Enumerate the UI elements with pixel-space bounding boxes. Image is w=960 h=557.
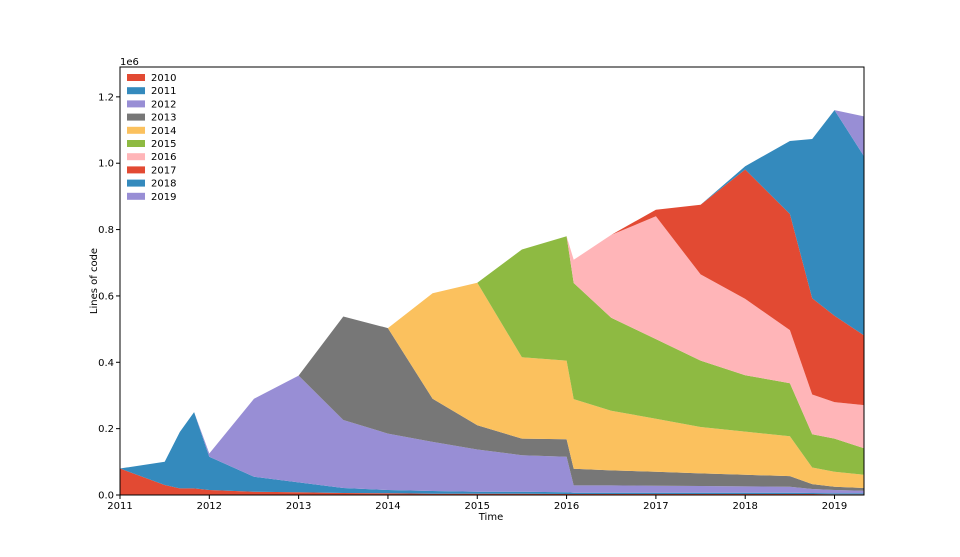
x-tick-label-2015: 2015 <box>465 501 490 512</box>
area-series-2011 <box>120 412 864 495</box>
legend-label-2012: 2012 <box>151 99 176 110</box>
y-tick-label-1.2: 1.2 <box>98 92 114 103</box>
legend-swatch-2018 <box>127 179 145 187</box>
legend-item-2014: 2014 <box>127 126 176 137</box>
legend-label-2016: 2016 <box>151 152 176 163</box>
legend-label-2010: 2010 <box>151 73 176 84</box>
x-tick-label-2018: 2018 <box>732 501 757 512</box>
legend-swatch-2015 <box>127 140 145 147</box>
legend-item-2013: 2013 <box>127 113 176 124</box>
legend-item-2015: 2015 <box>127 139 176 150</box>
y-tick-label-0.6: 0.6 <box>98 291 114 302</box>
legend-label-2017: 2017 <box>151 165 176 176</box>
y-axis: 0.0 0.2 0.4 0.6 0.8 1.0 1.2 <box>98 92 120 502</box>
area-series-2012 <box>120 375 864 494</box>
legend-item-2019: 2019 <box>127 192 176 203</box>
legend-item-2012: 2012 <box>127 99 176 110</box>
legend-label-2014: 2014 <box>151 126 176 137</box>
x-tick-label-2011: 2011 <box>107 501 132 512</box>
legend: 2010 2011 2012 2013 2014 2015 2016 2017 2018 2019 <box>127 73 176 203</box>
legend-swatch-2014 <box>127 126 145 134</box>
legend-label-2015: 2015 <box>151 139 176 150</box>
x-axis: 2011 2012 2013 2014 2015 2016 2017 2018 2019 <box>107 495 847 512</box>
y-tick-label-0.2: 0.2 <box>98 424 114 435</box>
legend-swatch-2019 <box>127 192 145 200</box>
legend-swatch-2011 <box>127 87 145 95</box>
x-tick-label-2017: 2017 <box>643 501 668 512</box>
legend-item-2017: 2017 <box>127 165 176 176</box>
legend-label-2013: 2013 <box>151 113 176 124</box>
legend-item-2011: 2011 <box>127 86 176 97</box>
area-series-2014 <box>120 282 864 488</box>
area-series-2010 <box>120 468 864 495</box>
area-series-2016 <box>120 216 864 469</box>
legend-label-2019: 2019 <box>151 192 176 203</box>
legend-swatch-2013 <box>127 113 145 121</box>
legend-label-2018: 2018 <box>151 179 176 190</box>
x-tick-label-2012: 2012 <box>197 501 222 512</box>
area-series-2015 <box>120 236 864 475</box>
x-tick-label-2013: 2013 <box>286 501 311 512</box>
x-tick-label-2019: 2019 <box>822 501 847 512</box>
x-axis-label: Time <box>478 512 503 523</box>
series-areas <box>120 110 864 495</box>
y-tick-label-0.4: 0.4 <box>98 358 114 369</box>
legend-swatch-2017 <box>127 166 145 174</box>
x-tick-label-2016: 2016 <box>554 501 579 512</box>
legend-item-2018: 2018 <box>127 179 176 190</box>
legend-swatch-2012 <box>127 100 145 108</box>
plot-frame <box>119 66 865 496</box>
y-offset-label: 1e6 <box>120 57 139 68</box>
area-series-2017 <box>120 169 864 469</box>
x-tick-label-2014: 2014 <box>375 501 400 512</box>
legend-swatch-2010 <box>127 74 145 81</box>
area-series-2018 <box>120 110 864 469</box>
y-tick-label-1.0: 1.0 <box>98 159 114 170</box>
y-tick-label-0.8: 0.8 <box>98 225 114 236</box>
y-axis-label: Lines of code <box>89 248 100 314</box>
y-tick-label-0.0: 0.0 <box>98 491 114 502</box>
legend-item-2016: 2016 <box>127 152 176 163</box>
legend-swatch-2016 <box>127 153 145 161</box>
legend-item-2010: 2010 <box>127 73 176 84</box>
legend-label-2011: 2011 <box>151 86 176 97</box>
